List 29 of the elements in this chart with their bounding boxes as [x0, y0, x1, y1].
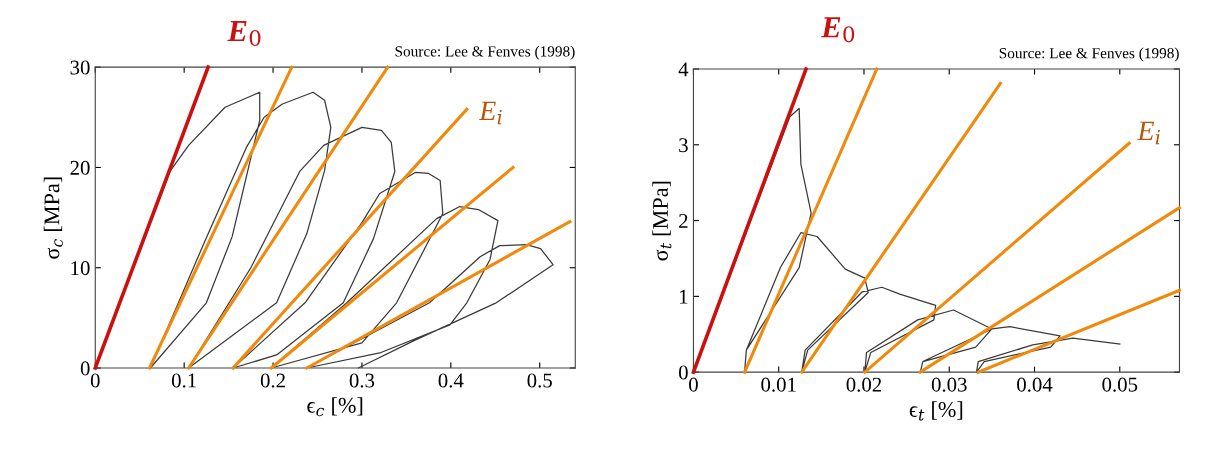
y-tick-label: 4: [678, 62, 689, 77]
x-tick-label: 0.2: [260, 373, 285, 388]
series-label: E$_{i}$: [478, 101, 502, 125]
source-note: Source: Lee & Fenves (1998): [999, 47, 1179, 62]
series-label: E$_{0}$: [227, 21, 261, 47]
x-tick-label: 0: [90, 373, 100, 388]
y-tick-label: 30: [70, 60, 90, 75]
y-tick-label: 3: [679, 138, 688, 153]
x-tick-label: 0.04: [1017, 377, 1053, 392]
y-axis-title: σ$_{t}$ [MPa]: [652, 181, 672, 261]
source-note: Source: Lee & Fenves (1998): [395, 45, 575, 60]
x-tick-label: 0.3: [349, 373, 375, 388]
x-tick-label: 0.02: [846, 377, 882, 392]
series-label: E$_{i}$: [1137, 121, 1160, 145]
x-axis-title: ϵ$_{t}$ [%]: [909, 401, 963, 421]
x-axis-title: ϵ$_{c}$ [%]: [307, 397, 363, 417]
x-tick-label: 0.03: [931, 377, 967, 392]
series-label: E$_{0}$: [821, 17, 855, 43]
y-tick-label: 10: [71, 261, 90, 276]
y-tick-label: 2: [679, 214, 688, 228]
x-tick-label: 0.5: [527, 373, 552, 388]
x-tick-label: 0.4: [438, 373, 464, 388]
y-tick-label: 0: [80, 361, 90, 376]
y-tick-label: 1: [680, 289, 688, 304]
x-tick-label: 0.1: [171, 373, 196, 388]
x-tick-label: 0.01: [761, 377, 796, 392]
y-tick-label: 20: [70, 160, 90, 175]
y-axis-title: σ$_{c}$ [MPa]: [43, 177, 63, 259]
x-tick-label: 0.05: [1102, 377, 1138, 392]
